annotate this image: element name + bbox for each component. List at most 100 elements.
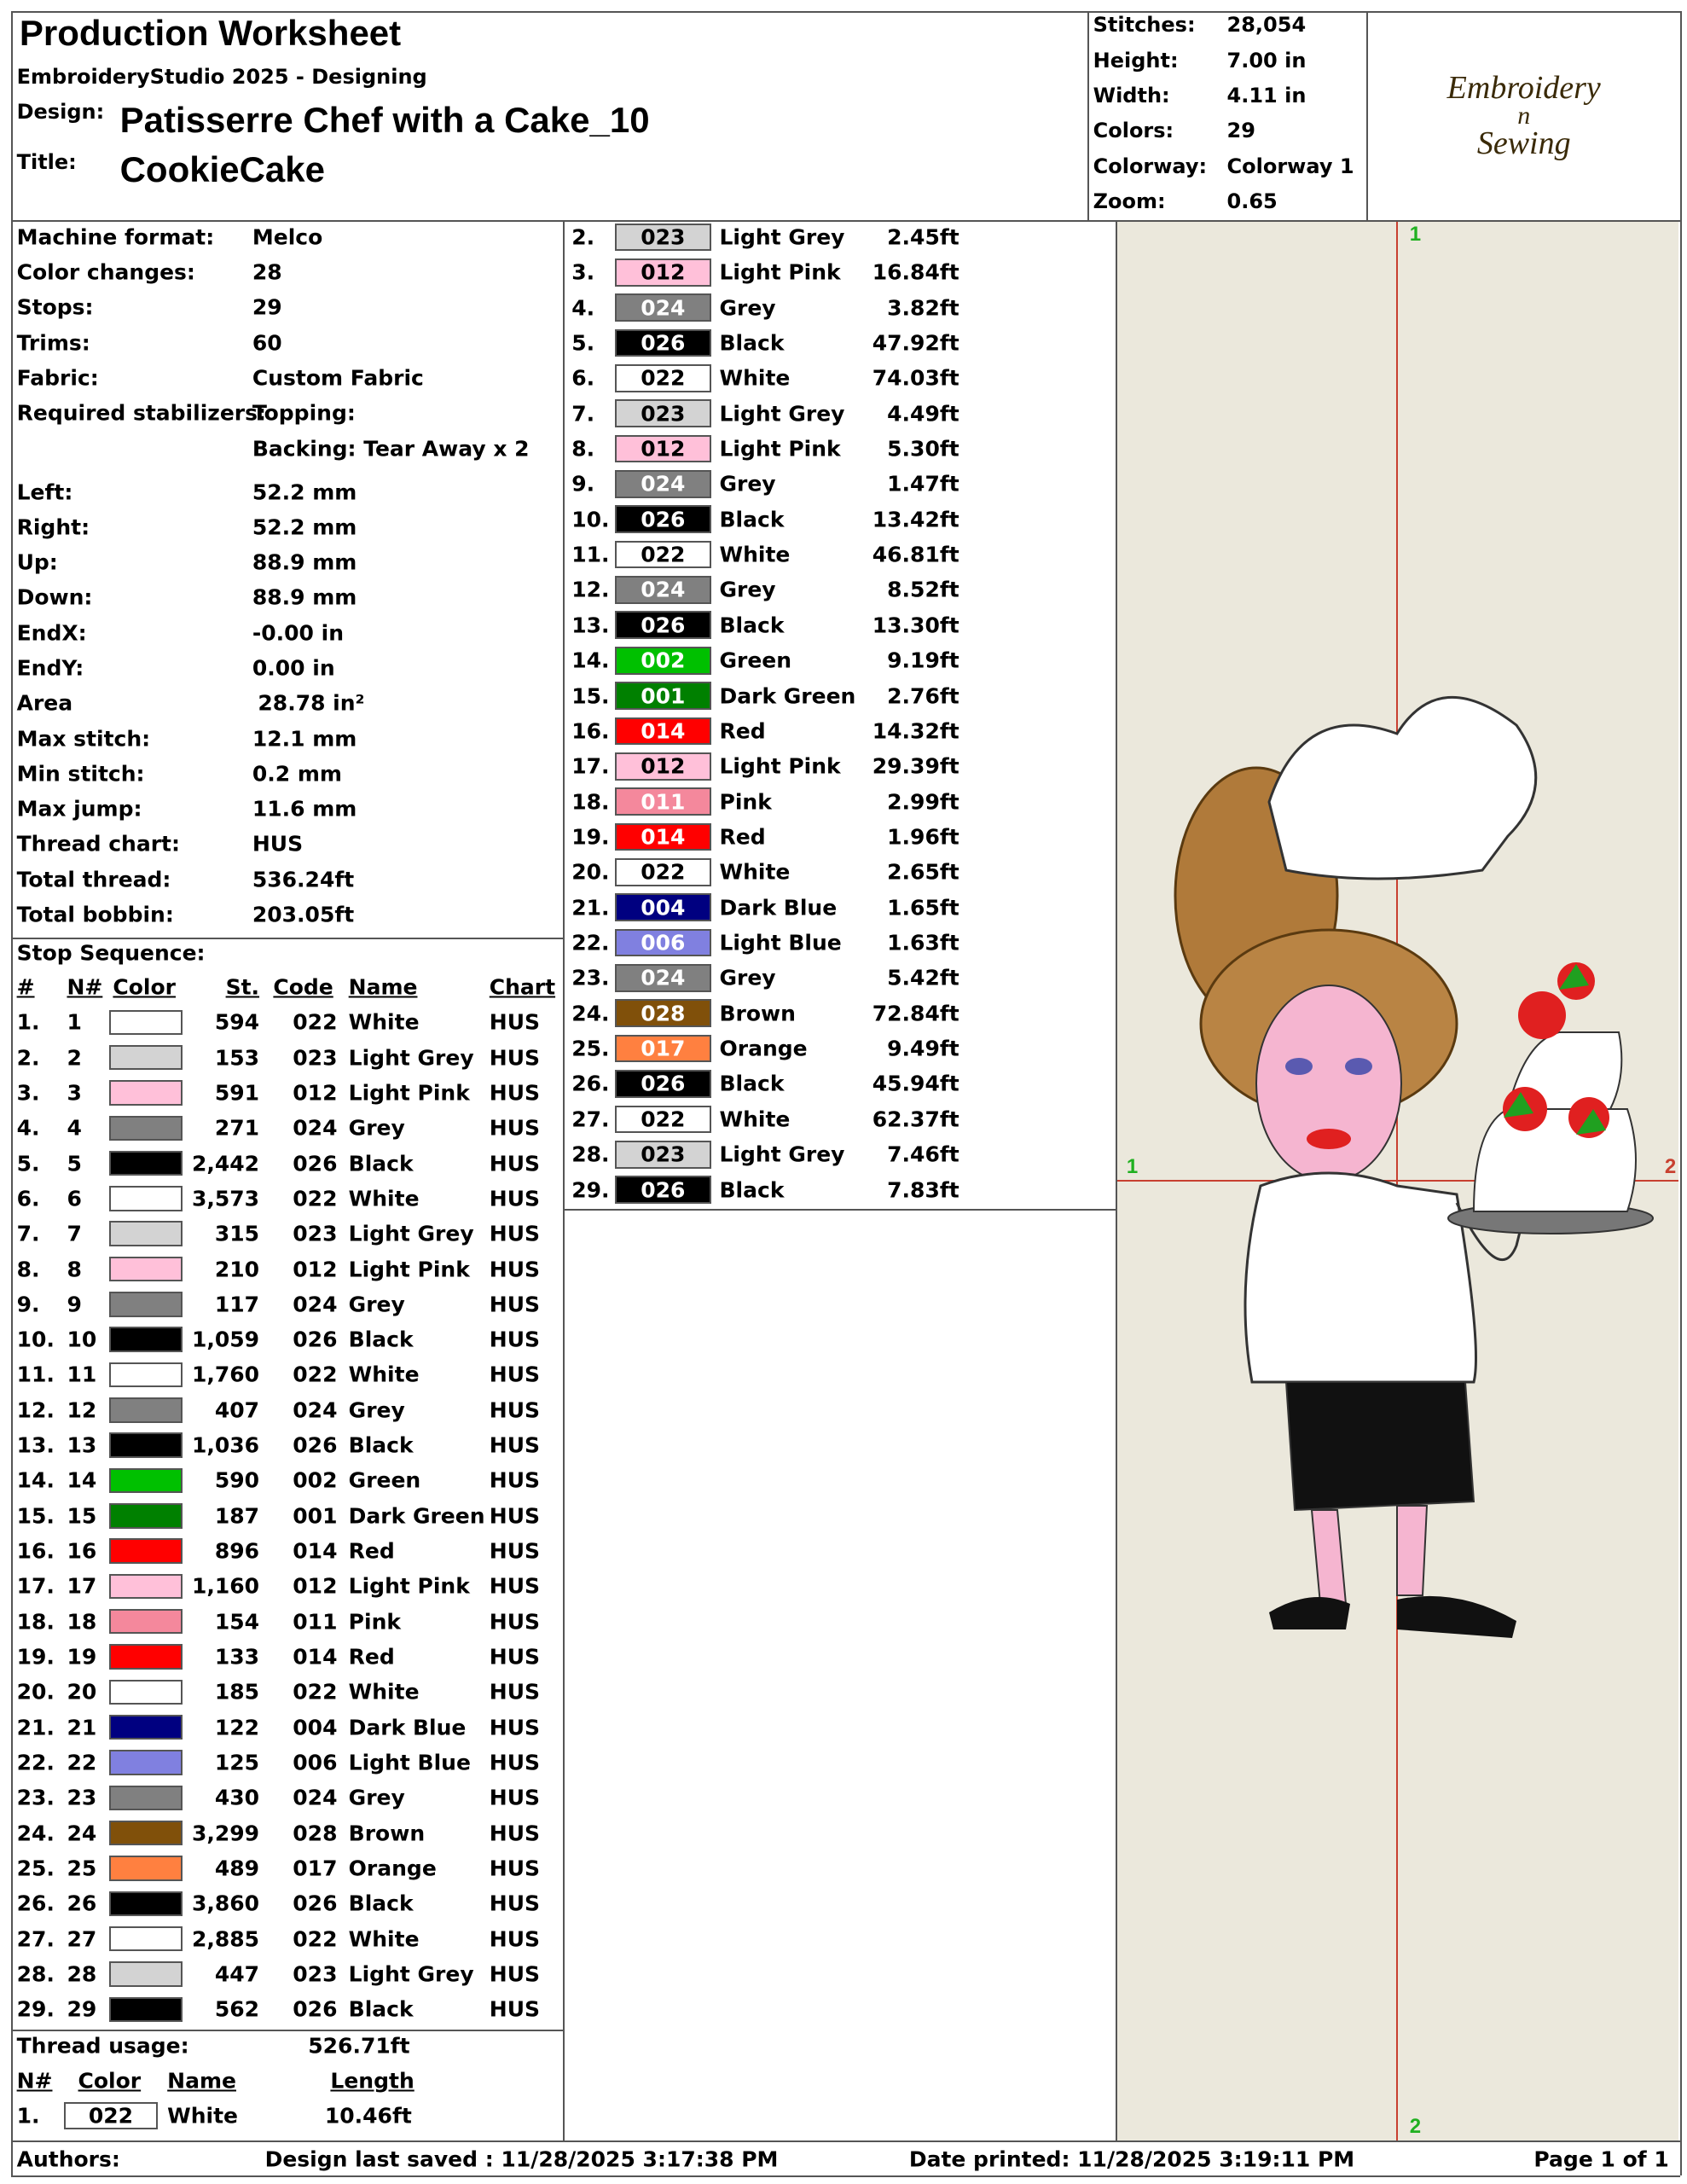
color-swatch <box>614 1140 711 1169</box>
info-label: Max jump: <box>16 796 142 822</box>
thread-length: 1.63ft <box>887 930 959 956</box>
thread-length: 13.30ft <box>872 613 959 638</box>
stitch-count: 271 <box>214 1115 260 1141</box>
thread-code: 012 <box>293 1080 338 1106</box>
stop-number: 13. <box>16 1432 55 1458</box>
needle-number: 1 <box>67 1009 82 1035</box>
stitch-count: 430 <box>214 1785 260 1810</box>
color-number: 19. <box>571 824 610 850</box>
color-number: 15. <box>571 683 610 709</box>
last-saved: Design last saved : 11/28/2025 3:17:38 P… <box>264 2146 779 2172</box>
color-swatch <box>614 1070 711 1098</box>
thread-code: 028 <box>293 1821 338 1846</box>
thread-chart: HUS <box>489 1961 541 1987</box>
needle-number: 9 <box>67 1292 82 1317</box>
thread-name: Grey <box>348 1785 405 1810</box>
column-header: St. <box>225 974 260 1000</box>
thread-name: Black <box>719 613 785 638</box>
info-value: -0.00 in <box>252 620 345 646</box>
thread-name: Green <box>348 1467 421 1493</box>
usage-number: 1. <box>16 2103 40 2129</box>
color-swatch <box>108 1609 183 1635</box>
color-swatch <box>108 1362 183 1388</box>
thread-name: Grey <box>348 1115 405 1141</box>
info-value: HUS <box>252 831 304 857</box>
thread-length: 29.39ft <box>872 753 959 779</box>
color-number: 17. <box>571 753 610 779</box>
thread-chart: HUS <box>489 1856 541 1881</box>
stop-number: 24. <box>16 1821 55 1846</box>
color-swatch <box>108 1679 183 1705</box>
color-number: 16. <box>571 718 610 744</box>
chef-illustration <box>1174 696 1654 1638</box>
color-swatch <box>614 470 711 498</box>
thread-code: 014 <box>293 1538 338 1564</box>
thread-name: Light Grey <box>348 1221 474 1246</box>
color-swatch <box>108 1538 183 1564</box>
color-swatch <box>108 1996 183 2023</box>
color-swatch <box>614 505 711 534</box>
column-header: Name <box>348 974 418 1000</box>
thread-chart: HUS <box>489 1644 541 1670</box>
needle-number: 18 <box>67 1609 97 1635</box>
color-swatch <box>108 1503 183 1529</box>
color-swatch <box>108 1221 183 1246</box>
thread-chart: HUS <box>489 1186 541 1211</box>
thread-code: 022 <box>641 542 686 567</box>
thread-code: 023 <box>641 224 686 250</box>
info-value: Backing: Tear Away x 2 <box>252 436 530 462</box>
stitch-count: 3,573 <box>191 1186 260 1211</box>
thread-length: 74.03ft <box>872 365 959 391</box>
thread-code: 022 <box>641 1107 686 1132</box>
stop-number: 21. <box>16 1715 55 1740</box>
color-swatch <box>614 328 711 357</box>
thread-name: Black <box>719 1071 785 1096</box>
color-swatch <box>614 223 711 252</box>
info-label: Thread chart: <box>16 831 180 857</box>
thread-chart: HUS <box>489 1785 541 1810</box>
column-header: Name <box>167 2068 236 2094</box>
stitch-count: 133 <box>214 1644 260 1670</box>
needle-number: 24 <box>67 1821 97 1846</box>
stat-label: Zoom: <box>1093 189 1166 214</box>
divider <box>11 2175 1680 2178</box>
stat-value: Colorway 1 <box>1226 154 1354 178</box>
thread-chart: HUS <box>489 1609 541 1635</box>
stitch-count: 2,442 <box>191 1151 260 1176</box>
thread-name: Light Pink <box>719 436 841 462</box>
stat-value: 7.00 in <box>1226 48 1307 73</box>
thread-chart: HUS <box>489 1821 541 1846</box>
stitch-count: 3,299 <box>191 1821 260 1846</box>
thread-name: Black <box>719 507 785 532</box>
thread-code: 026 <box>293 1327 338 1352</box>
color-swatch <box>614 717 711 746</box>
info-label: Total bobbin: <box>16 902 174 927</box>
thread-chart: HUS <box>489 1080 541 1106</box>
color-number: 27. <box>571 1107 610 1132</box>
color-swatch <box>108 1009 183 1035</box>
thread-name: Light Pink <box>719 259 841 285</box>
info-label: EndY: <box>16 655 84 681</box>
color-number: 10. <box>571 507 610 532</box>
info-value: 52.2 mm <box>252 479 357 505</box>
color-number: 29. <box>571 1177 610 1203</box>
thread-chart: HUS <box>489 1257 541 1282</box>
info-value: Custom Fabric <box>252 365 424 391</box>
info-label: EndX: <box>16 620 87 646</box>
stop-number: 27. <box>16 1926 55 1952</box>
stitch-count: 117 <box>214 1292 260 1317</box>
color-swatch <box>108 1080 183 1106</box>
thread-name: Light Grey <box>719 224 845 250</box>
thread-code: 012 <box>641 436 686 462</box>
thread-name: Grey <box>719 471 776 497</box>
thread-name: White <box>719 859 791 885</box>
thread-chart: HUS <box>489 1432 541 1458</box>
color-number: 11. <box>571 542 610 567</box>
thread-code: 022 <box>293 1926 338 1952</box>
color-swatch <box>614 1176 711 1204</box>
thread-code: 024 <box>641 965 686 990</box>
color-swatch <box>108 1573 183 1600</box>
info-value: 203.05ft <box>252 902 355 927</box>
info-label: Trims: <box>16 330 90 356</box>
thread-code: 022 <box>641 859 686 885</box>
